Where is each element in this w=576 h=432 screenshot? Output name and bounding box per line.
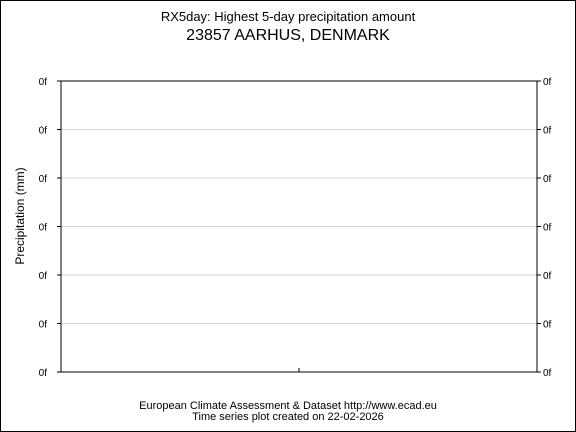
y-tick-label-right: 0f [543, 223, 552, 234]
y-tick-label-right: 0f [543, 77, 552, 88]
y-tick-label-left: 0f [39, 174, 48, 185]
y-tick-label-left: 0f [39, 126, 48, 137]
footer-source: European Climate Assessment & Dataset ht… [139, 400, 437, 412]
axis-ticks [57, 80, 541, 373]
y-tick-label-right: 0f [543, 320, 552, 331]
y-tick-label-left: 0f [39, 368, 48, 379]
tick-labels: 0f 0f 0f 0f 0f 0f 0f 0f 0f 0f 0f 0f 0f 0f [39, 77, 552, 379]
y-tick-label-left: 0f [39, 320, 48, 331]
y-tick-label-right: 0f [543, 368, 552, 379]
chart-subtitle: 23857 AARHUS, DENMARK [186, 27, 390, 44]
y-tick-label-left: 0f [39, 77, 48, 88]
y-tick-label-right: 0f [543, 126, 552, 137]
footer-created: Time series plot created on 22-02-2026 [192, 411, 384, 423]
y-tick-label-left: 0f [39, 223, 48, 234]
y-tick-label-right: 0f [543, 271, 552, 282]
chart-title: RX5day: Highest 5-day precipitation amou… [160, 9, 416, 24]
y-tick-label-left: 0f [39, 271, 48, 282]
y-tick-label-right: 0f [543, 174, 552, 185]
gridlines [61, 129, 537, 324]
